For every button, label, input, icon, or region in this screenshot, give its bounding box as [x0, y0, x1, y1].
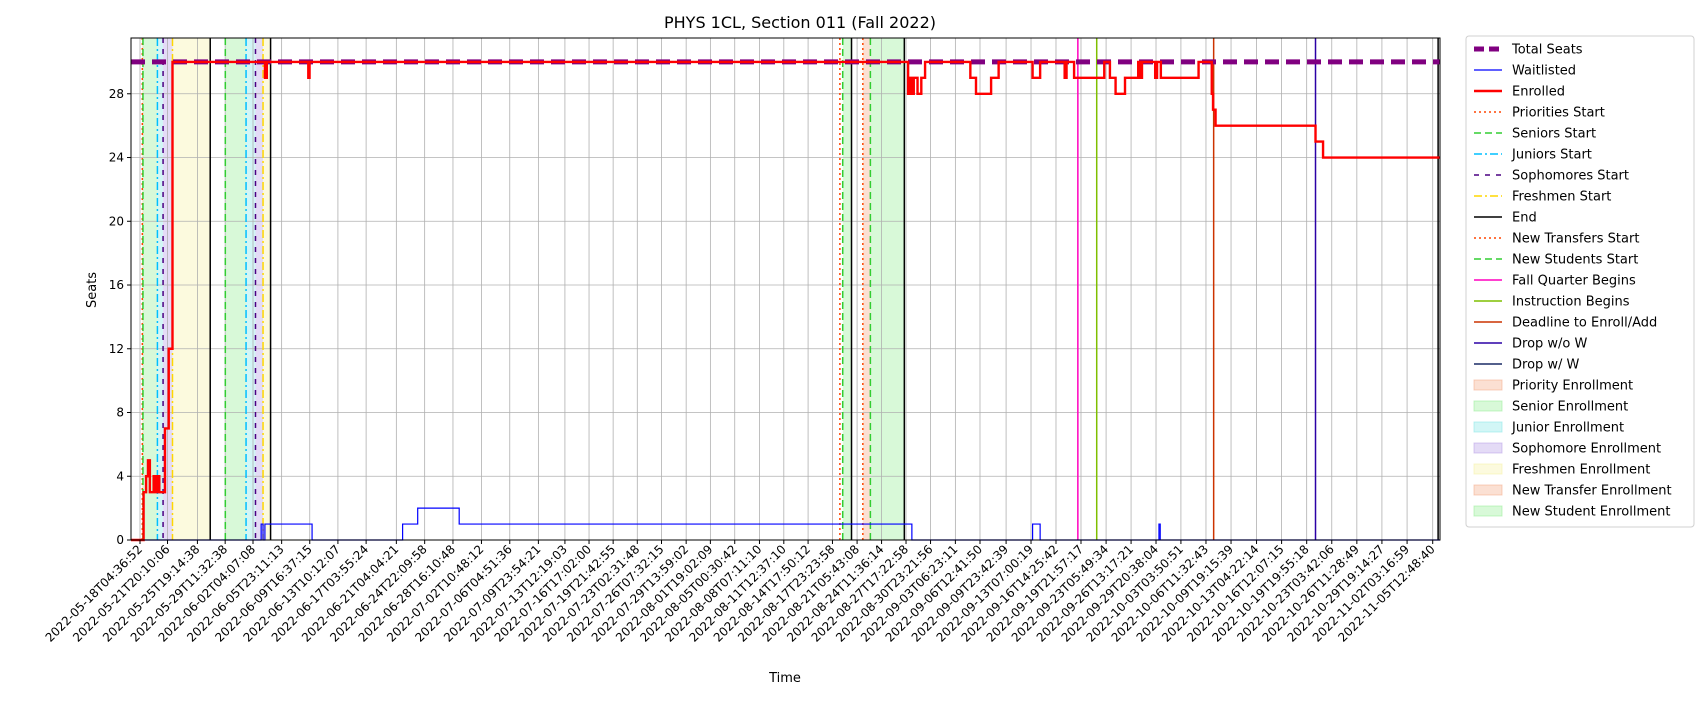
legend: Total Seats Waitlisted Enrolled Priorities … [1465, 35, 1695, 528]
legend-label-freshmen-start: Freshmen Start [1512, 190, 1611, 205]
legend-label-drop-w-w: Drop w/ W [1512, 358, 1580, 373]
legend-swatch-senior-enrollment [1473, 400, 1503, 412]
shade-freshmen-enrollment [172, 38, 211, 540]
y-tick-label: 24 [109, 151, 124, 165]
legend-label-juniors-start: Juniors Start [1511, 148, 1592, 163]
x-axis: 2022-05-18T04:36:522022-05-21T20:10:0620… [43, 540, 1438, 645]
legend-label-fall-quarter-begins: Fall Quarter Begins [1512, 274, 1636, 289]
legend-swatch-priority-enrollment [1473, 379, 1503, 391]
shade-new-student-enrollment [842, 38, 852, 540]
legend-label-priorities-start: Priorities Start [1512, 106, 1605, 121]
legend-label-sophomores-start: Sophomores Start [1512, 169, 1629, 184]
legend-swatch-freshmen-enrollment [1473, 463, 1503, 475]
y-tick-label: 16 [109, 278, 124, 292]
legend-label-sophomore-enrollment: Sophomore Enrollment [1512, 442, 1661, 457]
legend-label-drop-w-o-w: Drop w/o W [1512, 337, 1588, 352]
shaded-periods [142, 38, 905, 540]
legend-label-deadline-to-enroll-add: Deadline to Enroll/Add [1512, 316, 1657, 331]
legend-swatch-new-transfer-enrollment [1473, 484, 1503, 496]
legend-label-new-transfer-enrollment: New Transfer Enrollment [1512, 484, 1672, 499]
legend-label-enrolled: Enrolled [1512, 85, 1565, 100]
legend-swatch-sophomore-enrollment [1473, 442, 1503, 454]
legend-label-total-seats: Total Seats [1511, 43, 1583, 58]
legend-label-priority-enrollment: Priority Enrollment [1512, 379, 1633, 394]
shade-junior-enrollment [246, 38, 256, 540]
y-tick-label: 12 [109, 342, 124, 356]
legend-label-waitlisted: Waitlisted [1512, 64, 1576, 79]
legend-label-end: End [1512, 211, 1537, 226]
event-lines [141, 38, 1439, 540]
series-line-enrolled [131, 60, 1440, 542]
legend-label-new-transfers-start: New Transfers Start [1512, 232, 1639, 247]
legend-label-new-students-start: New Students Start [1512, 253, 1638, 268]
y-axis: 0 4 8 12 16 20 24 28 [109, 87, 131, 547]
grid-lines [131, 38, 1440, 541]
legend-label-freshmen-enrollment: Freshmen Enrollment [1512, 463, 1650, 478]
y-tick-label: 0 [116, 533, 124, 547]
shade-junior-enrollment [157, 38, 164, 540]
legend-label-seniors-start: Seniors Start [1512, 127, 1596, 142]
y-tick-label: 4 [116, 469, 124, 483]
legend-box [1465, 35, 1695, 528]
legend-label-senior-enrollment: Senior Enrollment [1512, 400, 1628, 415]
legend-swatch-junior-enrollment [1473, 421, 1503, 433]
plot-frame [130, 37, 1441, 541]
shade-new-student-enrollment [870, 38, 905, 540]
chart-title: PHYS 1CL, Section 011 (Fall 2022) [664, 13, 936, 32]
y-axis-label: Seats [85, 272, 100, 308]
x-axis-label: Time [768, 671, 801, 686]
y-tick-label: 20 [109, 214, 124, 228]
legend-label-new-student-enrollment: New Student Enrollment [1512, 505, 1670, 520]
shade-senior-enrollment [225, 38, 247, 540]
shade-sophomore-enrollment [255, 38, 264, 540]
y-tick-label: 28 [109, 87, 124, 101]
y-tick-label: 8 [116, 406, 124, 420]
shade-freshmen-enrollment [263, 38, 271, 540]
legend-swatch-new-student-enrollment [1473, 505, 1503, 517]
legend-label-junior-enrollment: Junior Enrollment [1511, 421, 1624, 436]
legend-label-instruction-begins: Instruction Begins [1512, 295, 1630, 310]
series-lines [131, 59, 1440, 542]
shade-new-transfer-enrollment [862, 38, 871, 540]
series-line-waitlisted [131, 507, 1440, 541]
shade-senior-enrollment [142, 38, 158, 540]
